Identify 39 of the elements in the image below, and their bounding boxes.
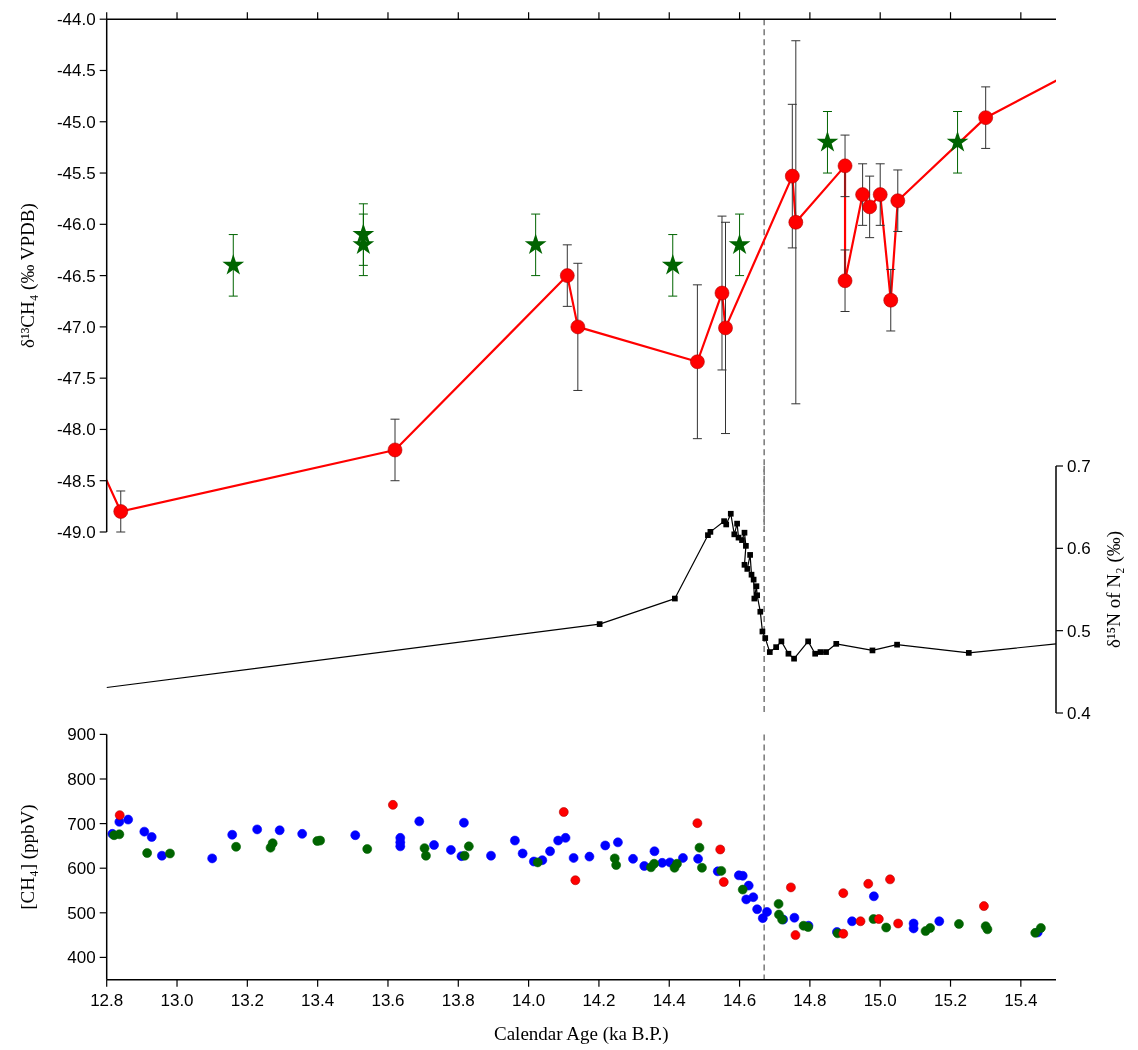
y-tick-label: 900 bbox=[67, 725, 96, 745]
y-axis-title: δ¹³CH₄ (‰ VPDB) bbox=[17, 203, 39, 349]
y-axis-title: [CH₄] (ppbV) bbox=[17, 804, 39, 910]
y-tick-label: -49.0 bbox=[56, 523, 96, 542]
x-tick-label: 12.8 bbox=[90, 990, 124, 1010]
y-tick-label: -45.0 bbox=[56, 112, 96, 132]
y-tick-label: -47.0 bbox=[56, 317, 96, 337]
y2-tick-label: 0.6 bbox=[1067, 539, 1091, 559]
x-tick-label: 13.8 bbox=[441, 990, 475, 1010]
x-tick-label: 14.8 bbox=[793, 990, 827, 1010]
y-tick-label: 400 bbox=[67, 948, 96, 968]
x-tick-label: 13.2 bbox=[230, 990, 264, 1010]
y2-tick-label: 0.7 bbox=[1067, 457, 1091, 476]
y-tick-label: -48.0 bbox=[56, 420, 96, 440]
y-tick-label: 500 bbox=[67, 903, 96, 923]
y-tick-label: -46.0 bbox=[56, 215, 96, 235]
x-tick-label: 14.4 bbox=[652, 990, 686, 1010]
x-tick-label: 15.4 bbox=[1004, 990, 1038, 1010]
y2-axis-title: δ¹⁵N of N₂ (‰) bbox=[1103, 530, 1125, 649]
y-tick-label: -44.5 bbox=[56, 61, 96, 81]
y2-tick-label: 0.4 bbox=[1067, 704, 1091, 723]
x-tick-label: 13.0 bbox=[160, 990, 194, 1010]
y-tick-label: -48.5 bbox=[56, 471, 96, 491]
x-tick-label: 14.2 bbox=[582, 990, 616, 1010]
y-tick-label: 800 bbox=[67, 770, 96, 789]
x-tick-label: 15.0 bbox=[863, 990, 897, 1010]
y-tick-label: 600 bbox=[67, 859, 96, 879]
x-axis-title: Calendar Age (ka B.P.) bbox=[494, 1023, 669, 1045]
x-tick-label: 15.2 bbox=[933, 990, 968, 1010]
x-tick-label: 13.6 bbox=[371, 990, 405, 1010]
x-tick-label: 14.0 bbox=[512, 990, 546, 1010]
x-tick-label: 14.6 bbox=[723, 990, 757, 1010]
y2-tick-label: 0.5 bbox=[1067, 621, 1091, 641]
y-tick-label: -45.5 bbox=[56, 164, 96, 184]
y-tick-label: -46.5 bbox=[56, 266, 96, 286]
x-tick-label: 13.4 bbox=[301, 990, 335, 1010]
y-tick-label: -47.5 bbox=[56, 369, 96, 389]
y-tick-label: -44.0 bbox=[56, 10, 96, 30]
y-tick-label: 700 bbox=[67, 814, 96, 834]
